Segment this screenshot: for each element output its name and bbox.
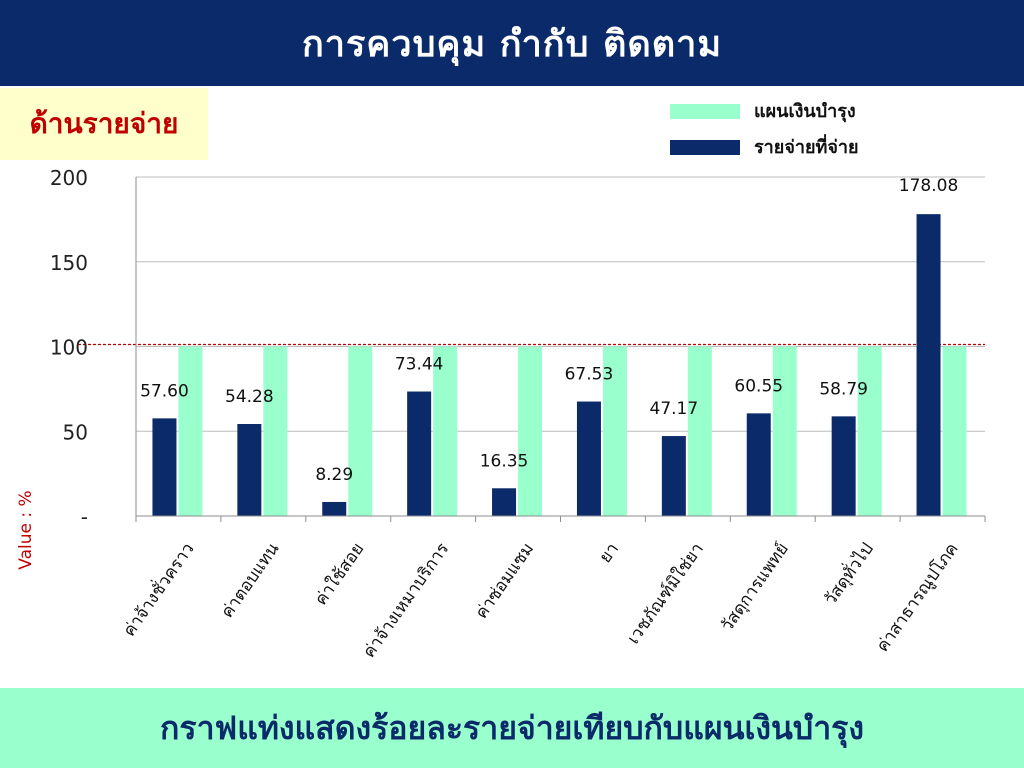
actual-bar [322, 501, 347, 516]
x-tick-label: ยา [595, 539, 623, 566]
chart-caption: กราฟแท่งแสดงร้อยละรายจ่ายเทียบกับแผนเงิน… [160, 708, 864, 747]
data-label: 47.17 [650, 399, 699, 419]
x-tick-label: เวชภัณฑ์มิใช่ยา [623, 539, 708, 648]
actual-bar [492, 488, 517, 516]
actual-bar [746, 413, 771, 516]
y-tick-label: 150 [50, 251, 88, 275]
y-tick-label: - [81, 505, 88, 529]
actual-bar [152, 418, 177, 516]
data-labels: 57.60 54.28 8.29 73.44 16.35 67.53 47.17 60.55 5… [140, 176, 958, 485]
plan-bar [178, 346, 203, 516]
footer-bar: กราฟแท่งแสดงร้อยละรายจ่ายเทียบกับแผนเงิน… [0, 688, 1024, 768]
actual-bar [916, 214, 941, 516]
plan-bar [263, 346, 288, 516]
data-label: 54.28 [225, 387, 274, 407]
legend-label-plan: แผนเงินบำรุง [754, 101, 856, 123]
x-tick-label: ค่าจ้างเหมาบริการ [359, 539, 453, 661]
data-label: 58.79 [819, 379, 868, 399]
y-tick-label: 100 [50, 336, 88, 360]
plan-bar [348, 346, 373, 516]
bar-chart: - 50 100 150 200 Value : % ค่าจ้างชั่วคราว ค่าต… [16, 101, 986, 662]
data-label: 67.53 [565, 365, 614, 385]
actual-bar [237, 423, 262, 516]
y-tick-label: 50 [63, 420, 88, 444]
actual-bar [831, 416, 856, 516]
x-tick-label: ค่าจ้างชั่วคราว [117, 538, 199, 641]
x-tick-label: ค่าตอบแทน [217, 539, 283, 622]
plan-bar [857, 346, 882, 516]
y-tick-label: 200 [50, 166, 88, 190]
plan-bar [942, 346, 967, 516]
data-label: 8.29 [315, 465, 353, 485]
axes: - 50 100 150 200 Value : % ค่าจ้างชั่วคราว ค่าต… [16, 166, 986, 662]
x-tick-label: ค่าซ่อมแซม [472, 539, 539, 622]
page-title: การควบคุม กำกับ ติดตาม [301, 23, 723, 65]
y-axis-label: Value : % [16, 490, 36, 569]
data-label: 73.44 [395, 355, 444, 375]
actual-bar [407, 391, 432, 516]
bars [152, 214, 967, 516]
x-tick-label: ค่าสาธารณูปโภค [872, 539, 963, 656]
legend-swatch-actual [670, 140, 740, 155]
x-tick-label: วัสดุการแพทย์ [717, 539, 793, 635]
x-tick-label: วัสดุทั่วไป [818, 538, 878, 609]
x-tick-label: ค่าใช้สอย [310, 539, 368, 609]
legend-swatch-plan [670, 104, 740, 119]
data-label: 57.60 [140, 381, 189, 401]
legend-label-actual: รายจ่ายที่จ่าย [754, 134, 859, 158]
plan-bar [687, 346, 712, 516]
actual-bar [661, 436, 686, 516]
plan-bar [518, 346, 543, 516]
data-label: 60.55 [734, 376, 783, 396]
header-bar: การควบคุม กำกับ ติดตาม [0, 0, 1024, 86]
plan-bar [433, 346, 458, 516]
plan-bar [772, 346, 797, 516]
actual-bar [576, 401, 601, 516]
plan-bar [602, 346, 627, 516]
data-label: 16.35 [480, 451, 529, 471]
section-label: ด้านรายจ่าย [0, 88, 208, 160]
data-label: 178.08 [899, 176, 958, 196]
